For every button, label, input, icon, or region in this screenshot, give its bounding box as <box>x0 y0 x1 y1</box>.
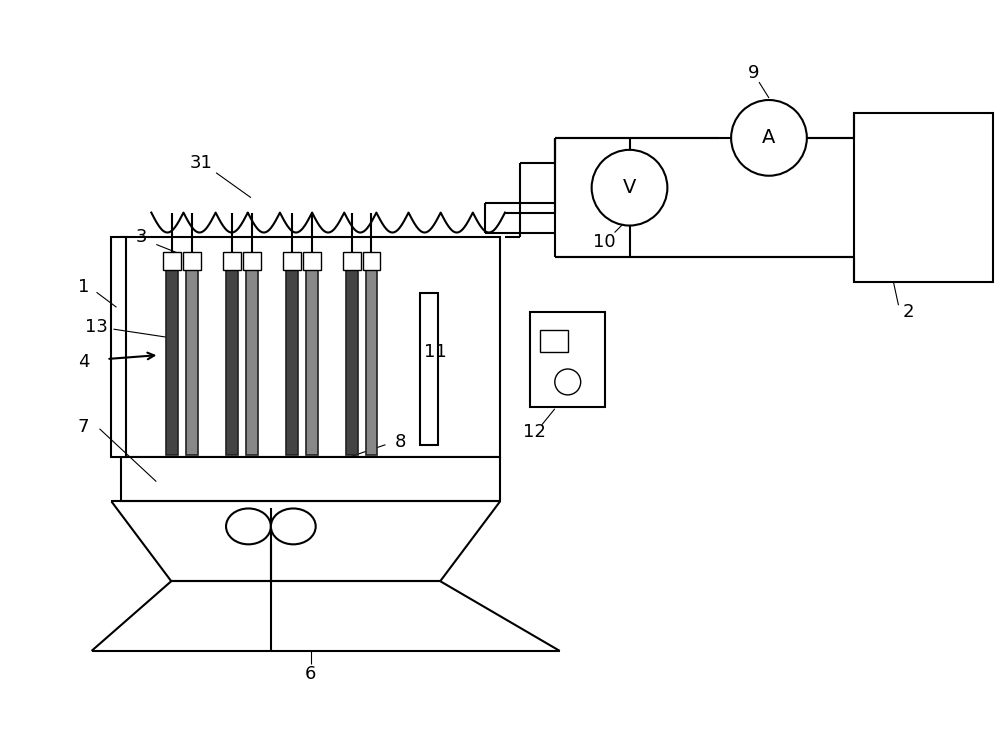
Ellipse shape <box>226 509 271 545</box>
Bar <box>286 265 298 455</box>
Circle shape <box>731 100 807 175</box>
Text: 12: 12 <box>523 423 546 441</box>
Bar <box>121 237 500 457</box>
Bar <box>283 253 301 270</box>
Text: A: A <box>762 128 776 147</box>
Bar <box>343 253 361 270</box>
Text: 11: 11 <box>424 343 447 361</box>
Bar <box>366 265 377 455</box>
Bar <box>346 265 358 455</box>
Text: 1: 1 <box>78 279 89 296</box>
Bar <box>183 253 201 270</box>
Bar <box>121 457 500 501</box>
Bar <box>163 253 181 270</box>
Bar <box>223 253 241 270</box>
Bar <box>166 265 178 455</box>
Bar <box>186 265 198 455</box>
Bar <box>363 253 380 270</box>
Text: 10: 10 <box>593 234 616 251</box>
Bar <box>540 330 568 352</box>
Bar <box>243 253 261 270</box>
Text: V: V <box>623 178 636 198</box>
Text: 31: 31 <box>190 154 213 172</box>
Text: 2: 2 <box>903 303 914 321</box>
Bar <box>420 293 438 444</box>
Text: 6: 6 <box>305 665 316 683</box>
Text: 3: 3 <box>136 228 147 246</box>
Circle shape <box>555 369 581 395</box>
Bar <box>854 113 993 282</box>
Bar <box>530 312 605 407</box>
Bar <box>246 265 258 455</box>
Text: 4: 4 <box>78 353 89 371</box>
Bar <box>111 237 126 457</box>
Text: 9: 9 <box>748 64 760 82</box>
Bar <box>306 265 318 455</box>
Circle shape <box>592 150 667 226</box>
Text: 7: 7 <box>78 418 89 436</box>
Ellipse shape <box>271 509 316 545</box>
Bar <box>303 253 321 270</box>
Text: 8: 8 <box>395 433 406 451</box>
Bar <box>226 265 238 455</box>
Text: 13: 13 <box>85 318 108 336</box>
